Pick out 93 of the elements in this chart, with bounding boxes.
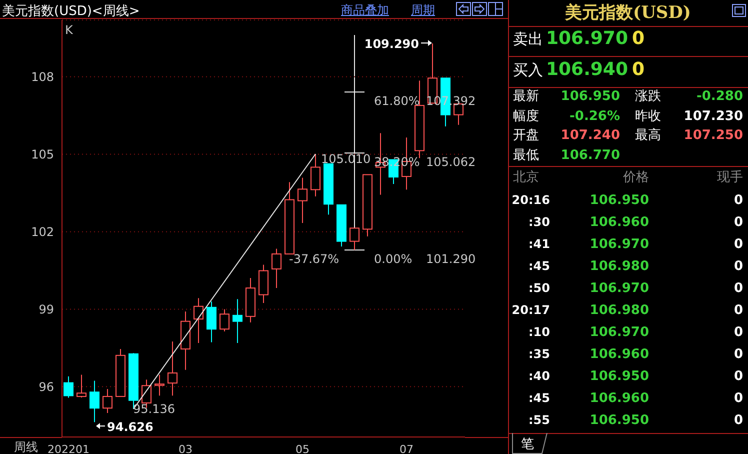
text: 20:17 <box>512 303 550 317</box>
text: 买入 <box>513 61 543 79</box>
text: 幅度 <box>513 108 539 124</box>
text: 106.960 <box>590 215 649 230</box>
annotation: K <box>65 23 74 37</box>
text: 卖出 <box>513 30 543 48</box>
text: 周线 <box>14 439 38 454</box>
annotation: 94.626 <box>107 420 154 434</box>
text: 0 <box>734 391 743 406</box>
text: 107.230 <box>684 108 743 124</box>
text: 0 <box>734 413 743 428</box>
text: 周期 <box>411 2 435 19</box>
text: 0 <box>734 215 743 230</box>
text: 106.970 <box>590 237 649 252</box>
text: 107.240 <box>560 128 620 143</box>
annotation: -37.67% <box>289 252 340 266</box>
annotation: 109.290 <box>364 37 419 51</box>
annotation: 101.290 <box>426 252 476 266</box>
annotation: 95.136 <box>133 402 175 416</box>
text: 最低 <box>513 148 539 162</box>
text: -0.26% <box>570 108 620 124</box>
candlestick <box>310 154 320 197</box>
y-tick-label: 108 <box>31 70 54 84</box>
candlestick <box>168 340 178 396</box>
text: 0 <box>734 281 743 296</box>
x-tick-label: 03 <box>178 443 192 454</box>
text: :30 <box>528 215 550 229</box>
text: -0.280 <box>696 89 743 104</box>
text: 106.950 <box>590 193 649 208</box>
text: 0 <box>734 193 743 208</box>
annotation: 0.00% <box>374 252 412 266</box>
text: 106.960 <box>590 347 649 362</box>
text: 106.980 <box>590 259 649 274</box>
chart-title: 美元指数(USD)<周线> <box>2 3 140 20</box>
text: :10 <box>528 325 550 339</box>
candlestick <box>90 380 100 423</box>
text: :45 <box>528 259 550 273</box>
y-tick-label: 96 <box>38 380 54 394</box>
text: 106.960 <box>590 391 649 406</box>
text: 最高 <box>635 128 661 143</box>
candlestick <box>76 374 86 398</box>
text: 106.950 <box>590 369 649 384</box>
text: 0 <box>734 237 743 252</box>
candlestick <box>102 388 112 414</box>
y-tick-label: 105 <box>31 148 54 162</box>
text: 106.950 <box>590 413 649 428</box>
text: 106.770 <box>560 148 620 162</box>
x-tick-label: 07 <box>400 443 414 454</box>
x-tick-label: 05 <box>296 443 310 454</box>
text: 0 <box>632 59 645 80</box>
text: 106.970 <box>590 281 649 296</box>
candlestick <box>350 228 360 251</box>
text: 106.950 <box>560 89 620 104</box>
text: 107.250 <box>684 128 743 143</box>
text: :41 <box>528 237 550 251</box>
text: 商品叠加 <box>341 2 389 19</box>
candlestick <box>232 298 242 344</box>
candlestick <box>194 298 204 344</box>
text: 笔 <box>521 437 534 452</box>
candlestick <box>154 374 164 396</box>
text: 0 <box>734 303 743 318</box>
text: 20:16 <box>512 193 550 207</box>
text: 现手 <box>717 170 743 185</box>
y-tick-label: 102 <box>31 224 54 239</box>
text: 106.970 <box>546 28 628 49</box>
text: 北京 <box>513 170 539 185</box>
text: :45 <box>528 391 550 405</box>
candlestick <box>272 248 282 289</box>
text: 106.940 <box>546 59 628 80</box>
candlestick <box>206 300 216 343</box>
text: 美元指数(USD) <box>564 2 692 24</box>
text: 价格 <box>622 170 650 185</box>
text: 106.980 <box>590 303 649 318</box>
text: 0 <box>734 347 743 362</box>
text: 开盘 <box>513 128 539 143</box>
y-tick-label: 99 <box>38 302 54 316</box>
text: :50 <box>528 281 550 295</box>
text: 最新 <box>513 89 539 104</box>
candlestick <box>220 308 230 332</box>
text: 0 <box>734 259 743 274</box>
text: 106.970 <box>590 325 649 340</box>
text: 0 <box>632 28 645 49</box>
text: 0 <box>734 369 743 384</box>
candlestick <box>298 177 308 224</box>
text: :40 <box>528 369 550 383</box>
text: 涨跌 <box>635 89 661 104</box>
text: :35 <box>528 347 550 361</box>
x-tick-label: 202201 <box>48 443 90 454</box>
text: :55 <box>528 413 550 427</box>
candlestick <box>64 376 74 398</box>
text: 昨收 <box>635 108 661 124</box>
text: 0 <box>734 325 743 340</box>
annotation: 105.062 <box>426 155 476 169</box>
